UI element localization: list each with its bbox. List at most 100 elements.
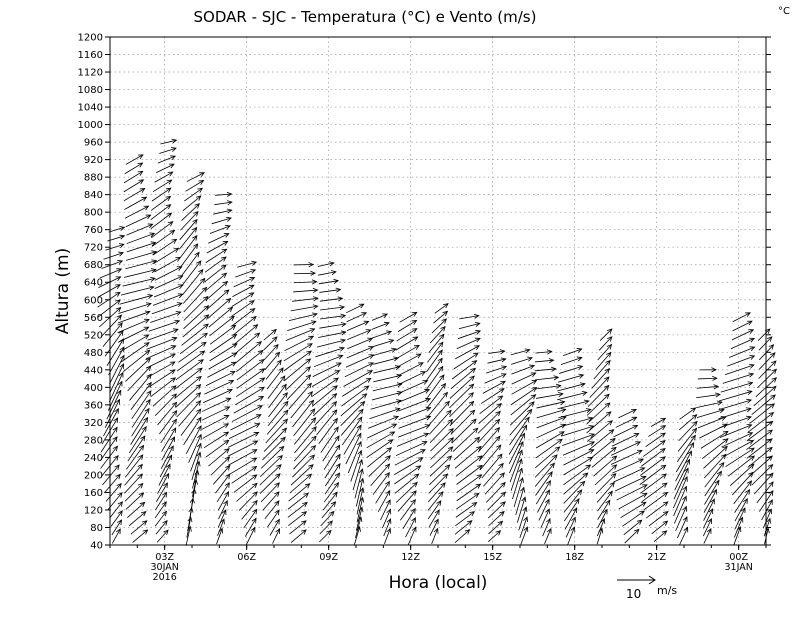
x-tick-label: 30JAN bbox=[150, 562, 178, 573]
x-tick-label: 06Z bbox=[237, 552, 256, 563]
wind-barb-head bbox=[706, 528, 712, 534]
wind-barb-head bbox=[334, 435, 340, 442]
wind-barb-head bbox=[520, 432, 525, 439]
wind-barb-head bbox=[661, 530, 668, 536]
wind-barb-head bbox=[607, 420, 613, 426]
wind-barb-shaft bbox=[591, 368, 610, 389]
wind-barb-head bbox=[607, 336, 613, 342]
wind-barb-shaft bbox=[182, 278, 206, 304]
wind-barb-shaft bbox=[266, 367, 284, 390]
wind-barb-head bbox=[118, 243, 125, 249]
wind-barb-shaft bbox=[287, 492, 309, 510]
wind-barb-shaft bbox=[587, 385, 610, 407]
wind-barb-shaft bbox=[372, 348, 397, 356]
wind-barb-shaft bbox=[179, 332, 208, 355]
wind-barb-head bbox=[438, 491, 444, 497]
wind-barb-shaft bbox=[560, 425, 594, 437]
wind-barb-head bbox=[259, 377, 266, 383]
wind-barb-head bbox=[604, 368, 610, 374]
wind-barb-head bbox=[272, 336, 278, 342]
wind-barb-head bbox=[447, 446, 454, 452]
wind-barb-head bbox=[473, 313, 480, 319]
wind-barb-head bbox=[517, 458, 523, 465]
wind-barb-shaft bbox=[287, 502, 308, 518]
wind-barb-head bbox=[387, 439, 394, 445]
wind-barb-head bbox=[137, 463, 143, 470]
wind-barb-shaft bbox=[433, 311, 448, 324]
wind-barb-shaft bbox=[677, 428, 697, 452]
wind-barb-shaft bbox=[232, 316, 257, 336]
plot-frame bbox=[109, 36, 767, 546]
wind-barb-shaft bbox=[509, 401, 535, 426]
wind-barb-shaft bbox=[454, 529, 470, 544]
wind-barb-head bbox=[225, 464, 231, 471]
wind-barb-head bbox=[311, 426, 317, 432]
wind-barb-shaft bbox=[155, 492, 167, 511]
wind-barb-shaft bbox=[227, 432, 259, 448]
wind-barb-head bbox=[167, 171, 174, 177]
x-tick-label: 18Z bbox=[565, 552, 584, 563]
wind-barb-head bbox=[768, 412, 775, 418]
wind-barb-shaft bbox=[204, 264, 227, 283]
wind-barb-shaft bbox=[320, 511, 335, 527]
wind-barb-head bbox=[223, 500, 228, 506]
wind-barb-shaft bbox=[345, 354, 374, 368]
wind-barb-shaft bbox=[700, 431, 729, 449]
wind-barb-shaft bbox=[675, 442, 695, 473]
wind-barb-head bbox=[171, 401, 178, 408]
wind-barb-head bbox=[722, 430, 729, 436]
wind-barb-head bbox=[305, 374, 312, 380]
wind-barb-shaft bbox=[268, 392, 288, 418]
wind-barb-shaft bbox=[368, 455, 391, 477]
wind-barb-head bbox=[356, 424, 362, 431]
wind-barb-head bbox=[139, 501, 146, 508]
wind-barb-head bbox=[474, 337, 481, 343]
wind-barb-shaft bbox=[535, 471, 553, 496]
wind-barb-head bbox=[113, 454, 119, 461]
wind-barb-head bbox=[559, 431, 565, 437]
wind-barb-head bbox=[310, 408, 316, 414]
wind-barb-shaft bbox=[565, 517, 576, 538]
wind-barb-head bbox=[149, 276, 156, 282]
wind-barb-shaft bbox=[159, 454, 173, 478]
wind-barb-shaft bbox=[181, 260, 202, 287]
wind-barb-shaft bbox=[483, 463, 504, 487]
wind-barb-shaft bbox=[208, 448, 230, 467]
wind-barb-head bbox=[161, 501, 167, 507]
wind-barb-head bbox=[273, 343, 279, 350]
wind-barb-head bbox=[228, 380, 235, 385]
wind-barb-shaft bbox=[429, 519, 439, 536]
wind-barb-head bbox=[306, 350, 312, 356]
wind-barb-head bbox=[576, 489, 583, 495]
wind-barb-head bbox=[199, 350, 206, 356]
wind-barb-shaft bbox=[174, 367, 203, 390]
wind-barb-shaft bbox=[425, 366, 444, 391]
wind-barb-head bbox=[221, 256, 227, 262]
wind-barb-head bbox=[472, 352, 479, 358]
wind-barb-shaft bbox=[353, 526, 361, 546]
wind-barb-shaft bbox=[207, 298, 231, 319]
wind-barb-shaft bbox=[210, 456, 230, 476]
y-tick-label: 720 bbox=[84, 243, 103, 254]
wind-barb-head bbox=[411, 311, 418, 317]
wind-barb-head bbox=[683, 476, 688, 482]
wind-barb-head bbox=[606, 343, 613, 350]
y-tick-label: 1120 bbox=[78, 68, 103, 79]
wind-barb-shaft bbox=[428, 334, 445, 354]
wind-barb-shaft bbox=[508, 425, 527, 455]
wind-barb-shaft bbox=[508, 433, 525, 465]
wind-barb-head bbox=[259, 386, 265, 392]
wind-barb-head bbox=[605, 411, 612, 417]
wind-barb-head bbox=[527, 356, 533, 362]
wind-barb-shaft bbox=[696, 394, 721, 399]
wind-barb-head bbox=[306, 473, 313, 480]
wind-barb-head bbox=[582, 472, 589, 478]
wind-barb-shaft bbox=[356, 507, 363, 531]
wind-barb-head bbox=[192, 218, 198, 225]
wind-barb-shaft bbox=[217, 519, 225, 536]
wind-barb-head bbox=[117, 322, 123, 328]
wind-barb-shaft bbox=[215, 473, 231, 494]
wind-barb-head bbox=[518, 440, 524, 447]
wind-barb-head bbox=[198, 180, 205, 185]
wind-barb-head bbox=[225, 297, 232, 304]
